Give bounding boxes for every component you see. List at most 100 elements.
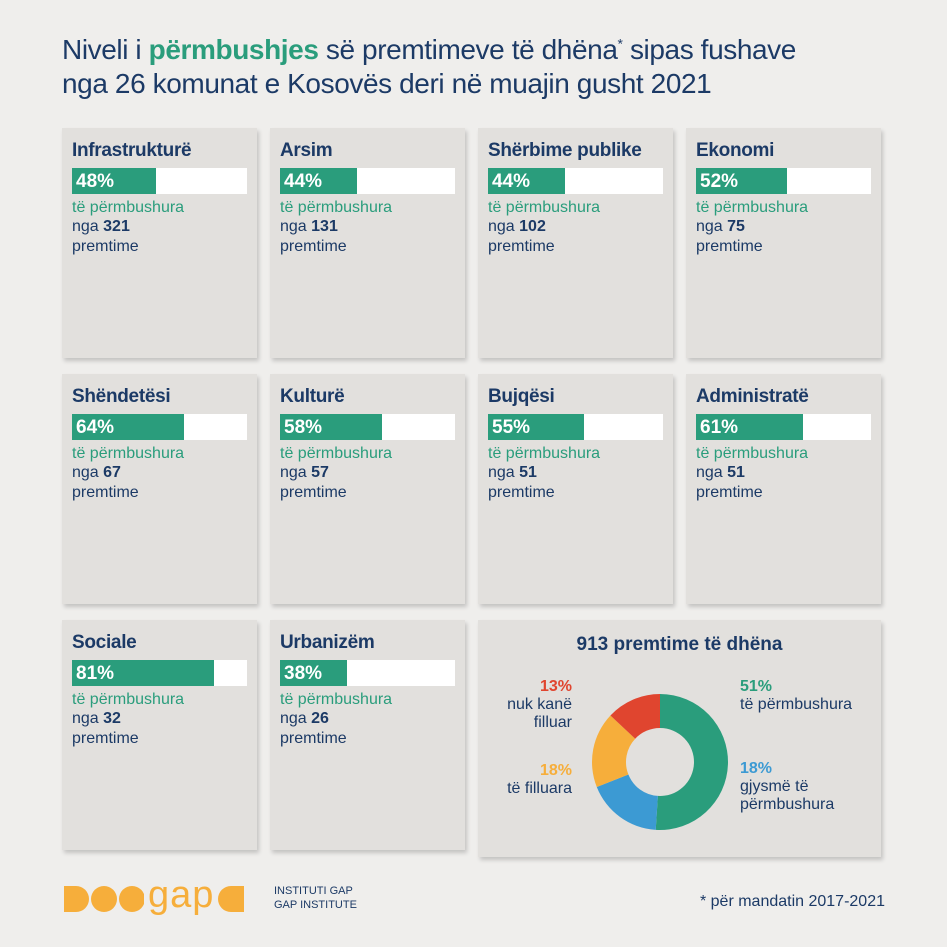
segment-percent: 18% (740, 760, 773, 777)
status: të përmbushura (72, 445, 185, 462)
count: 102 (519, 218, 546, 235)
bar-track: 58% (280, 414, 455, 440)
count-unit: premtime (696, 238, 763, 255)
title-text: së premtimeve të dhëna (318, 34, 618, 65)
bar-label: 61% (700, 417, 739, 438)
count-line: nga 131 (280, 218, 338, 236)
segment-name: të filluara (507, 780, 572, 797)
bar-label: 38% (284, 663, 323, 684)
segment-name: gjysmë të përmbushura (740, 778, 835, 813)
count-unit: premtime (72, 484, 139, 501)
bar (488, 168, 565, 194)
card: Sociale 81% të përmbushura nga 32 premtime (62, 620, 257, 850)
segment-percent: 13% (539, 678, 572, 695)
count-unit: premtime (72, 730, 139, 747)
bar (696, 168, 787, 194)
title-line-2: nga 26 komunat e Kosovës deri në muajin … (62, 68, 712, 99)
count-prefix: nga (280, 218, 307, 235)
bar-track: 64% (72, 414, 247, 440)
bar (72, 414, 184, 440)
count-prefix: nga (488, 218, 515, 235)
count-line: nga 32 (72, 710, 121, 728)
card: Bujqësi 55% të përmbushura nga 51 premtime (478, 374, 673, 604)
summary-title: 913 premtime të dhëna (576, 634, 783, 655)
bar-label: 48% (76, 171, 115, 192)
count-unit: premtime (280, 238, 347, 255)
bar (72, 168, 156, 194)
bar-label: 44% (492, 171, 531, 192)
card: Shërbime publike 44% të përmbushura nga 102… (478, 128, 673, 358)
donut-segment (655, 694, 729, 830)
bar-label: 81% (76, 663, 115, 684)
count-line: nga 57 (280, 464, 329, 482)
count-prefix: nga (72, 218, 99, 235)
status: të përmbushura (488, 445, 601, 462)
card: Ekonomi 52% të përmbushura nga 75 premtime (686, 128, 881, 358)
title-sup: * (617, 35, 623, 52)
bar (488, 414, 585, 440)
bar-label: 64% (76, 417, 115, 438)
count-prefix: nga (72, 710, 99, 727)
bar (280, 660, 347, 686)
count-unit: premtime (280, 484, 347, 501)
count-line: nga 67 (72, 464, 121, 482)
bar-label: 55% (492, 417, 531, 438)
count: 26 (311, 710, 329, 727)
status: të përmbushura (280, 691, 393, 708)
card: Arsim 44% të përmbushura nga 131 premtime (270, 128, 465, 358)
count-line: nga 75 (696, 218, 745, 236)
count-prefix: nga (280, 710, 307, 727)
card-name: Infrastrukturë (72, 140, 192, 161)
bar-track: 48% (72, 168, 247, 194)
card-name: Shërbime publike (488, 140, 642, 161)
donut (592, 694, 729, 830)
segment-name: të përmbushura (740, 696, 853, 713)
count-unit: premtime (72, 238, 139, 255)
card-name: Kulturë (280, 386, 345, 407)
segment-name: nuk kanë filluar (507, 696, 572, 731)
bar-label: 52% (700, 171, 739, 192)
card-name: Bujqësi (488, 386, 555, 407)
bar-track: 61% (696, 414, 871, 440)
segment-percent: 51% (740, 678, 773, 695)
count-line: nga 102 (488, 218, 546, 236)
status: të përmbushura (696, 445, 809, 462)
donut-segment (592, 715, 636, 788)
bar-label: 44% (284, 171, 323, 192)
logo-text: gap (148, 874, 215, 916)
count: 51 (727, 464, 745, 481)
card-name: Sociale (72, 632, 137, 653)
bar-track: 44% (280, 168, 455, 194)
bar-track: 81% (72, 660, 247, 686)
logo-dots (64, 886, 144, 912)
card: Infrastrukturë 48% të përmbushura nga 321 pr… (62, 128, 257, 358)
count-unit: premtime (280, 730, 347, 747)
count-unit: premtime (488, 484, 555, 501)
card-name: Urbanizëm (280, 632, 375, 653)
bar (280, 414, 382, 440)
title-text: Niveli i (62, 34, 149, 65)
title-line-1: Niveli i përmbushjes së premtimeve të dh… (62, 34, 796, 66)
segment-percent: 18% (539, 762, 572, 779)
card: Urbanizëm 38% të përmbushura nga 26 premtime (270, 620, 465, 850)
count-line: nga 51 (488, 464, 537, 482)
count-prefix: nga (488, 464, 515, 481)
segment-label: 18% të filluara (478, 762, 572, 798)
bar-track: 52% (696, 168, 871, 194)
card-name: Shëndetësi (72, 386, 171, 407)
summary-card: 913 premtime të dhëna 51% të përmbushura 1… (478, 620, 881, 857)
footnote: * për mandatin 2017-2021 (699, 893, 885, 910)
bar (696, 414, 803, 440)
card: Administratë 61% të përmbushura nga 51 premt… (686, 374, 881, 604)
segment-label: 51% të përmbushura (740, 678, 870, 714)
bar-track: 38% (280, 660, 455, 686)
count-line: nga 321 (72, 218, 130, 236)
count-unit: premtime (488, 238, 555, 255)
institute-name: INSTITUTI GAP (274, 885, 353, 897)
count-prefix: nga (696, 464, 723, 481)
bar (72, 660, 214, 686)
institute-name: GAP INSTITUTE (274, 899, 357, 911)
donut-segment (596, 774, 658, 830)
segment-label: 18% gjysmë të përmbushura (740, 760, 860, 814)
